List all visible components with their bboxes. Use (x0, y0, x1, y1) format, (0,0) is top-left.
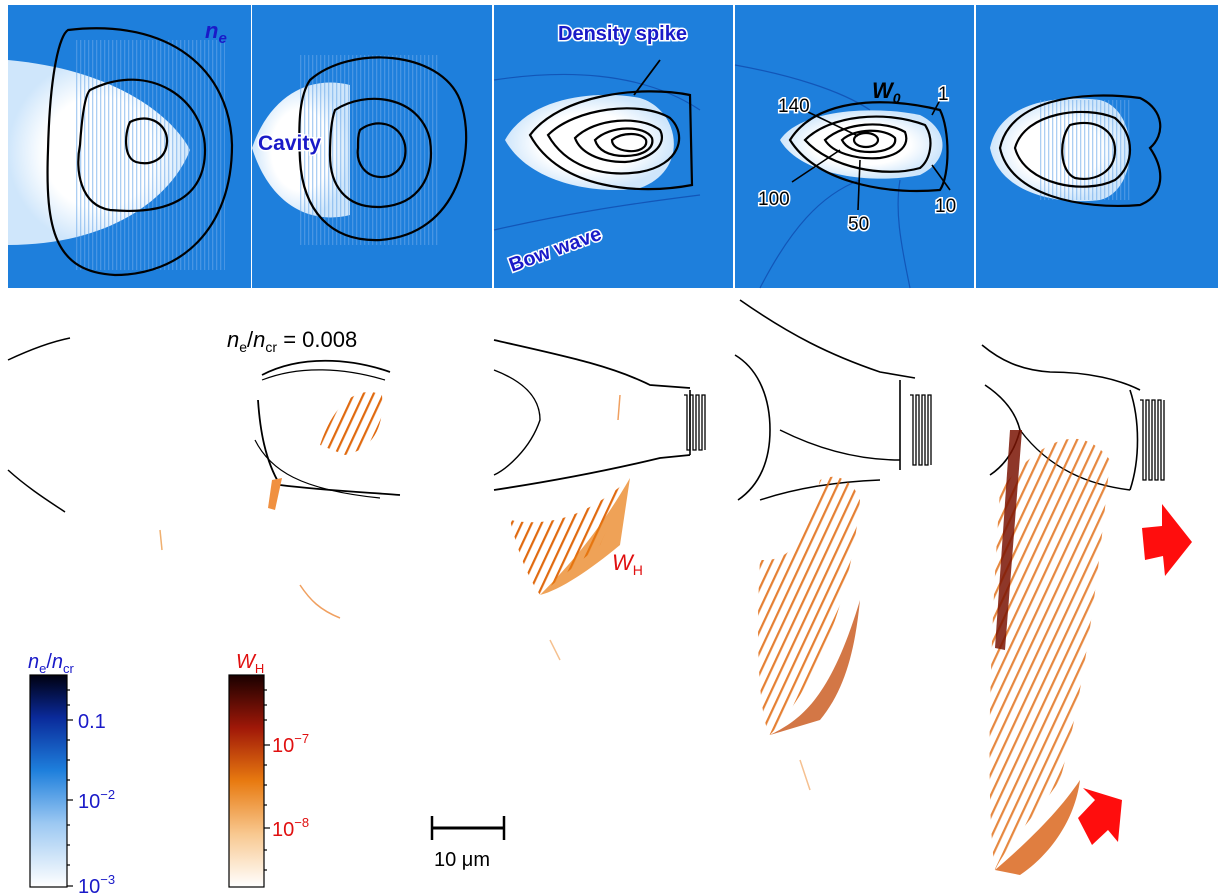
ne-tick-1e-2: 10−2 (78, 787, 115, 813)
ne-colorbar: ne/ncr 0.1 10−2 10−3 (28, 651, 115, 896)
contour-label-10: 10 (935, 196, 956, 217)
contour-labels: 1 10 50 100 140 (757, 83, 958, 237)
wh-panel-2 (254, 359, 401, 619)
density-panel-3 (493, 5, 733, 288)
scale-bar: 10 μm (430, 816, 506, 871)
contour-label-1: 1 (938, 84, 949, 105)
density-panels (8, 5, 1218, 289)
density-panel-5 (976, 5, 1218, 288)
ne-colorbar-title: ne/ncr (28, 651, 75, 676)
red-arrow-upper (1142, 504, 1192, 576)
density-spike-label: Density spike (558, 23, 687, 45)
ne-colorbar-gradient (29, 674, 68, 888)
wh-panels (7, 299, 1165, 875)
contour-label-140: 140 (778, 96, 810, 117)
wh-panel-4 (734, 299, 932, 791)
threshold-label: ne/ncr = 0.008 (227, 327, 357, 355)
wh-panel-5 (981, 344, 1165, 875)
wh-colorbar-gradient (228, 674, 265, 888)
density-panel-1 (8, 5, 251, 288)
w0-label: W0 (872, 78, 901, 106)
wh-colorbar: WH 10−7 10−8 (228, 651, 309, 888)
wh-label: WH (612, 550, 643, 578)
wh-panel-3 (493, 339, 706, 661)
wh-colorbar-title: WH (236, 651, 264, 676)
ne-tick-0-1: 0.1 (78, 711, 106, 733)
red-arrow-lower (1078, 788, 1122, 845)
wh-tick-1e-7: 10−7 (272, 731, 309, 757)
cavity-label: Cavity (258, 132, 321, 155)
wh-panel-1 (7, 337, 163, 551)
scale-bar-label: 10 μm (434, 849, 490, 871)
contour-label-50: 50 (848, 214, 869, 235)
wh-tick-1e-8: 10−8 (272, 815, 309, 841)
ne-tick-1e-3: 10−3 (78, 872, 115, 896)
contour-label-100: 100 (758, 189, 790, 210)
ne-label: ne (205, 18, 227, 47)
density-panel-2 (252, 5, 492, 288)
density-panel-4 (734, 5, 974, 289)
